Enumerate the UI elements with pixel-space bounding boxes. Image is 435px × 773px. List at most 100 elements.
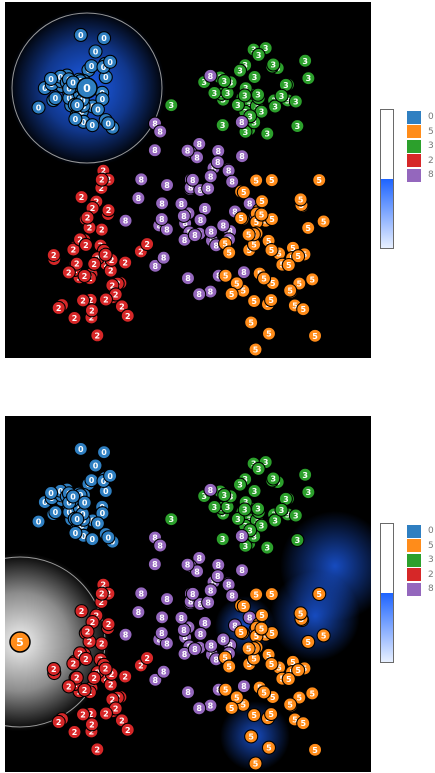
data-point-5[interactable]: 5 bbox=[283, 697, 298, 712]
data-point-2[interactable]: 2 bbox=[90, 742, 105, 757]
data-point-3[interactable]: 3 bbox=[298, 53, 313, 68]
data-point-5[interactable]: 5 bbox=[244, 315, 259, 330]
data-point-8[interactable]: 8 bbox=[234, 149, 250, 164]
data-point-3[interactable]: 3 bbox=[251, 461, 266, 476]
data-point-2[interactable]: 2 bbox=[84, 303, 99, 318]
data-point-5[interactable]: 5 bbox=[222, 659, 237, 674]
data-point-5[interactable]: 5 bbox=[261, 740, 277, 755]
data-point-0[interactable]: 0 bbox=[84, 473, 99, 488]
data-point-0[interactable]: 0 bbox=[31, 514, 46, 529]
data-point-8[interactable]: 8 bbox=[156, 250, 171, 265]
data-point-5[interactable]: 5 bbox=[312, 586, 327, 602]
data-point-0[interactable]: 0 bbox=[73, 27, 88, 43]
data-point-3[interactable]: 3 bbox=[268, 99, 283, 114]
data-point-8[interactable]: 8 bbox=[210, 155, 225, 170]
data-point-8[interactable]: 8 bbox=[190, 150, 205, 165]
data-point-8[interactable]: 8 bbox=[159, 591, 175, 607]
data-point-3[interactable]: 3 bbox=[288, 508, 303, 523]
data-point-3[interactable]: 3 bbox=[301, 485, 316, 500]
data-point-2[interactable]: 2 bbox=[46, 662, 61, 677]
data-point-0[interactable]: 0 bbox=[96, 445, 112, 460]
data-point-3[interactable]: 3 bbox=[232, 477, 248, 492]
data-point-2[interactable]: 2 bbox=[94, 636, 109, 651]
data-point-5[interactable]: 5 bbox=[241, 641, 256, 656]
data-point-2[interactable]: 2 bbox=[98, 706, 113, 721]
data-point-0[interactable]: 0 bbox=[68, 525, 83, 540]
data-point-3[interactable]: 3 bbox=[215, 532, 230, 547]
data-point-5[interactable]: 5 bbox=[244, 729, 259, 744]
data-point-0[interactable]: 0 bbox=[44, 485, 59, 500]
focus-point[interactable]: 5 bbox=[9, 631, 31, 653]
data-point-5[interactable]: 5 bbox=[264, 626, 280, 641]
data-point-8[interactable]: 8 bbox=[185, 586, 200, 601]
data-point-5[interactable]: 5 bbox=[248, 342, 263, 357]
data-point-5[interactable]: 5 bbox=[218, 268, 233, 283]
data-point-5[interactable]: 5 bbox=[236, 185, 251, 200]
data-point-2[interactable]: 2 bbox=[101, 617, 116, 632]
data-point-5[interactable]: 5 bbox=[254, 608, 270, 623]
data-point-8[interactable]: 8 bbox=[180, 685, 196, 700]
data-point-2[interactable]: 2 bbox=[98, 661, 113, 676]
data-point-2[interactable]: 2 bbox=[66, 242, 81, 257]
data-point-8[interactable]: 8 bbox=[187, 642, 202, 657]
data-point-3[interactable]: 3 bbox=[266, 471, 281, 486]
data-point-8[interactable]: 8 bbox=[192, 701, 207, 716]
data-point-5[interactable]: 5 bbox=[248, 756, 263, 771]
scatter-panel-top[interactable]: 0000000000000000000000000000000000000000… bbox=[5, 2, 371, 358]
data-point-8[interactable]: 8 bbox=[216, 218, 231, 233]
data-point-2[interactable]: 2 bbox=[77, 682, 92, 697]
data-point-3[interactable]: 3 bbox=[260, 540, 275, 555]
data-point-0[interactable]: 0 bbox=[44, 71, 59, 86]
data-point-8[interactable]: 8 bbox=[134, 586, 149, 601]
data-point-5[interactable]: 5 bbox=[218, 682, 233, 697]
data-point-8[interactable]: 8 bbox=[180, 557, 195, 572]
data-point-0[interactable]: 0 bbox=[31, 100, 46, 115]
data-point-2[interactable]: 2 bbox=[120, 722, 135, 737]
data-point-8[interactable]: 8 bbox=[234, 563, 250, 578]
data-point-2[interactable]: 2 bbox=[84, 717, 99, 732]
data-point-8[interactable]: 8 bbox=[180, 143, 195, 158]
data-point-8[interactable]: 8 bbox=[193, 212, 208, 227]
data-point-2[interactable]: 2 bbox=[94, 172, 109, 187]
data-point-3[interactable]: 3 bbox=[268, 513, 283, 528]
data-point-5[interactable]: 5 bbox=[316, 214, 331, 229]
data-point-8[interactable]: 8 bbox=[154, 212, 169, 227]
data-point-5[interactable]: 5 bbox=[296, 716, 311, 731]
data-point-8[interactable]: 8 bbox=[234, 529, 249, 544]
data-point-5[interactable]: 5 bbox=[296, 302, 311, 317]
data-point-5[interactable]: 5 bbox=[283, 283, 298, 298]
data-point-3[interactable]: 3 bbox=[217, 73, 232, 89]
data-point-5[interactable]: 5 bbox=[256, 271, 272, 286]
data-point-2[interactable]: 2 bbox=[118, 669, 133, 684]
data-point-2[interactable]: 2 bbox=[101, 203, 116, 218]
data-point-3[interactable]: 3 bbox=[251, 47, 266, 62]
data-point-2[interactable]: 2 bbox=[98, 247, 113, 262]
focus-point[interactable]: 0 bbox=[76, 77, 98, 99]
data-point-3[interactable]: 3 bbox=[290, 118, 305, 134]
data-point-5[interactable]: 5 bbox=[236, 599, 251, 614]
data-point-2[interactable]: 2 bbox=[51, 300, 66, 316]
data-point-0[interactable]: 0 bbox=[96, 31, 112, 46]
data-point-5[interactable]: 5 bbox=[256, 685, 272, 700]
data-point-3[interactable]: 3 bbox=[207, 85, 222, 100]
data-point-3[interactable]: 3 bbox=[288, 94, 303, 109]
data-point-8[interactable]: 8 bbox=[131, 605, 146, 620]
data-point-5[interactable]: 5 bbox=[224, 700, 239, 715]
data-point-2[interactable]: 2 bbox=[140, 236, 155, 252]
data-point-0[interactable]: 0 bbox=[70, 512, 85, 527]
data-point-0[interactable]: 0 bbox=[103, 468, 118, 483]
data-point-3[interactable]: 3 bbox=[230, 511, 245, 526]
data-point-3[interactable]: 3 bbox=[207, 499, 222, 514]
data-point-8[interactable]: 8 bbox=[192, 550, 207, 565]
data-point-5[interactable]: 5 bbox=[293, 606, 308, 621]
data-point-3[interactable]: 3 bbox=[266, 57, 281, 72]
data-point-5[interactable]: 5 bbox=[305, 686, 320, 701]
data-point-3[interactable]: 3 bbox=[254, 518, 269, 533]
data-point-8[interactable]: 8 bbox=[225, 588, 240, 603]
data-point-5[interactable]: 5 bbox=[281, 257, 296, 273]
data-point-8[interactable]: 8 bbox=[192, 287, 207, 302]
data-point-3[interactable]: 3 bbox=[230, 97, 245, 112]
data-point-8[interactable]: 8 bbox=[203, 68, 218, 83]
data-point-5[interactable]: 5 bbox=[264, 173, 279, 188]
data-point-2[interactable]: 2 bbox=[87, 256, 102, 271]
